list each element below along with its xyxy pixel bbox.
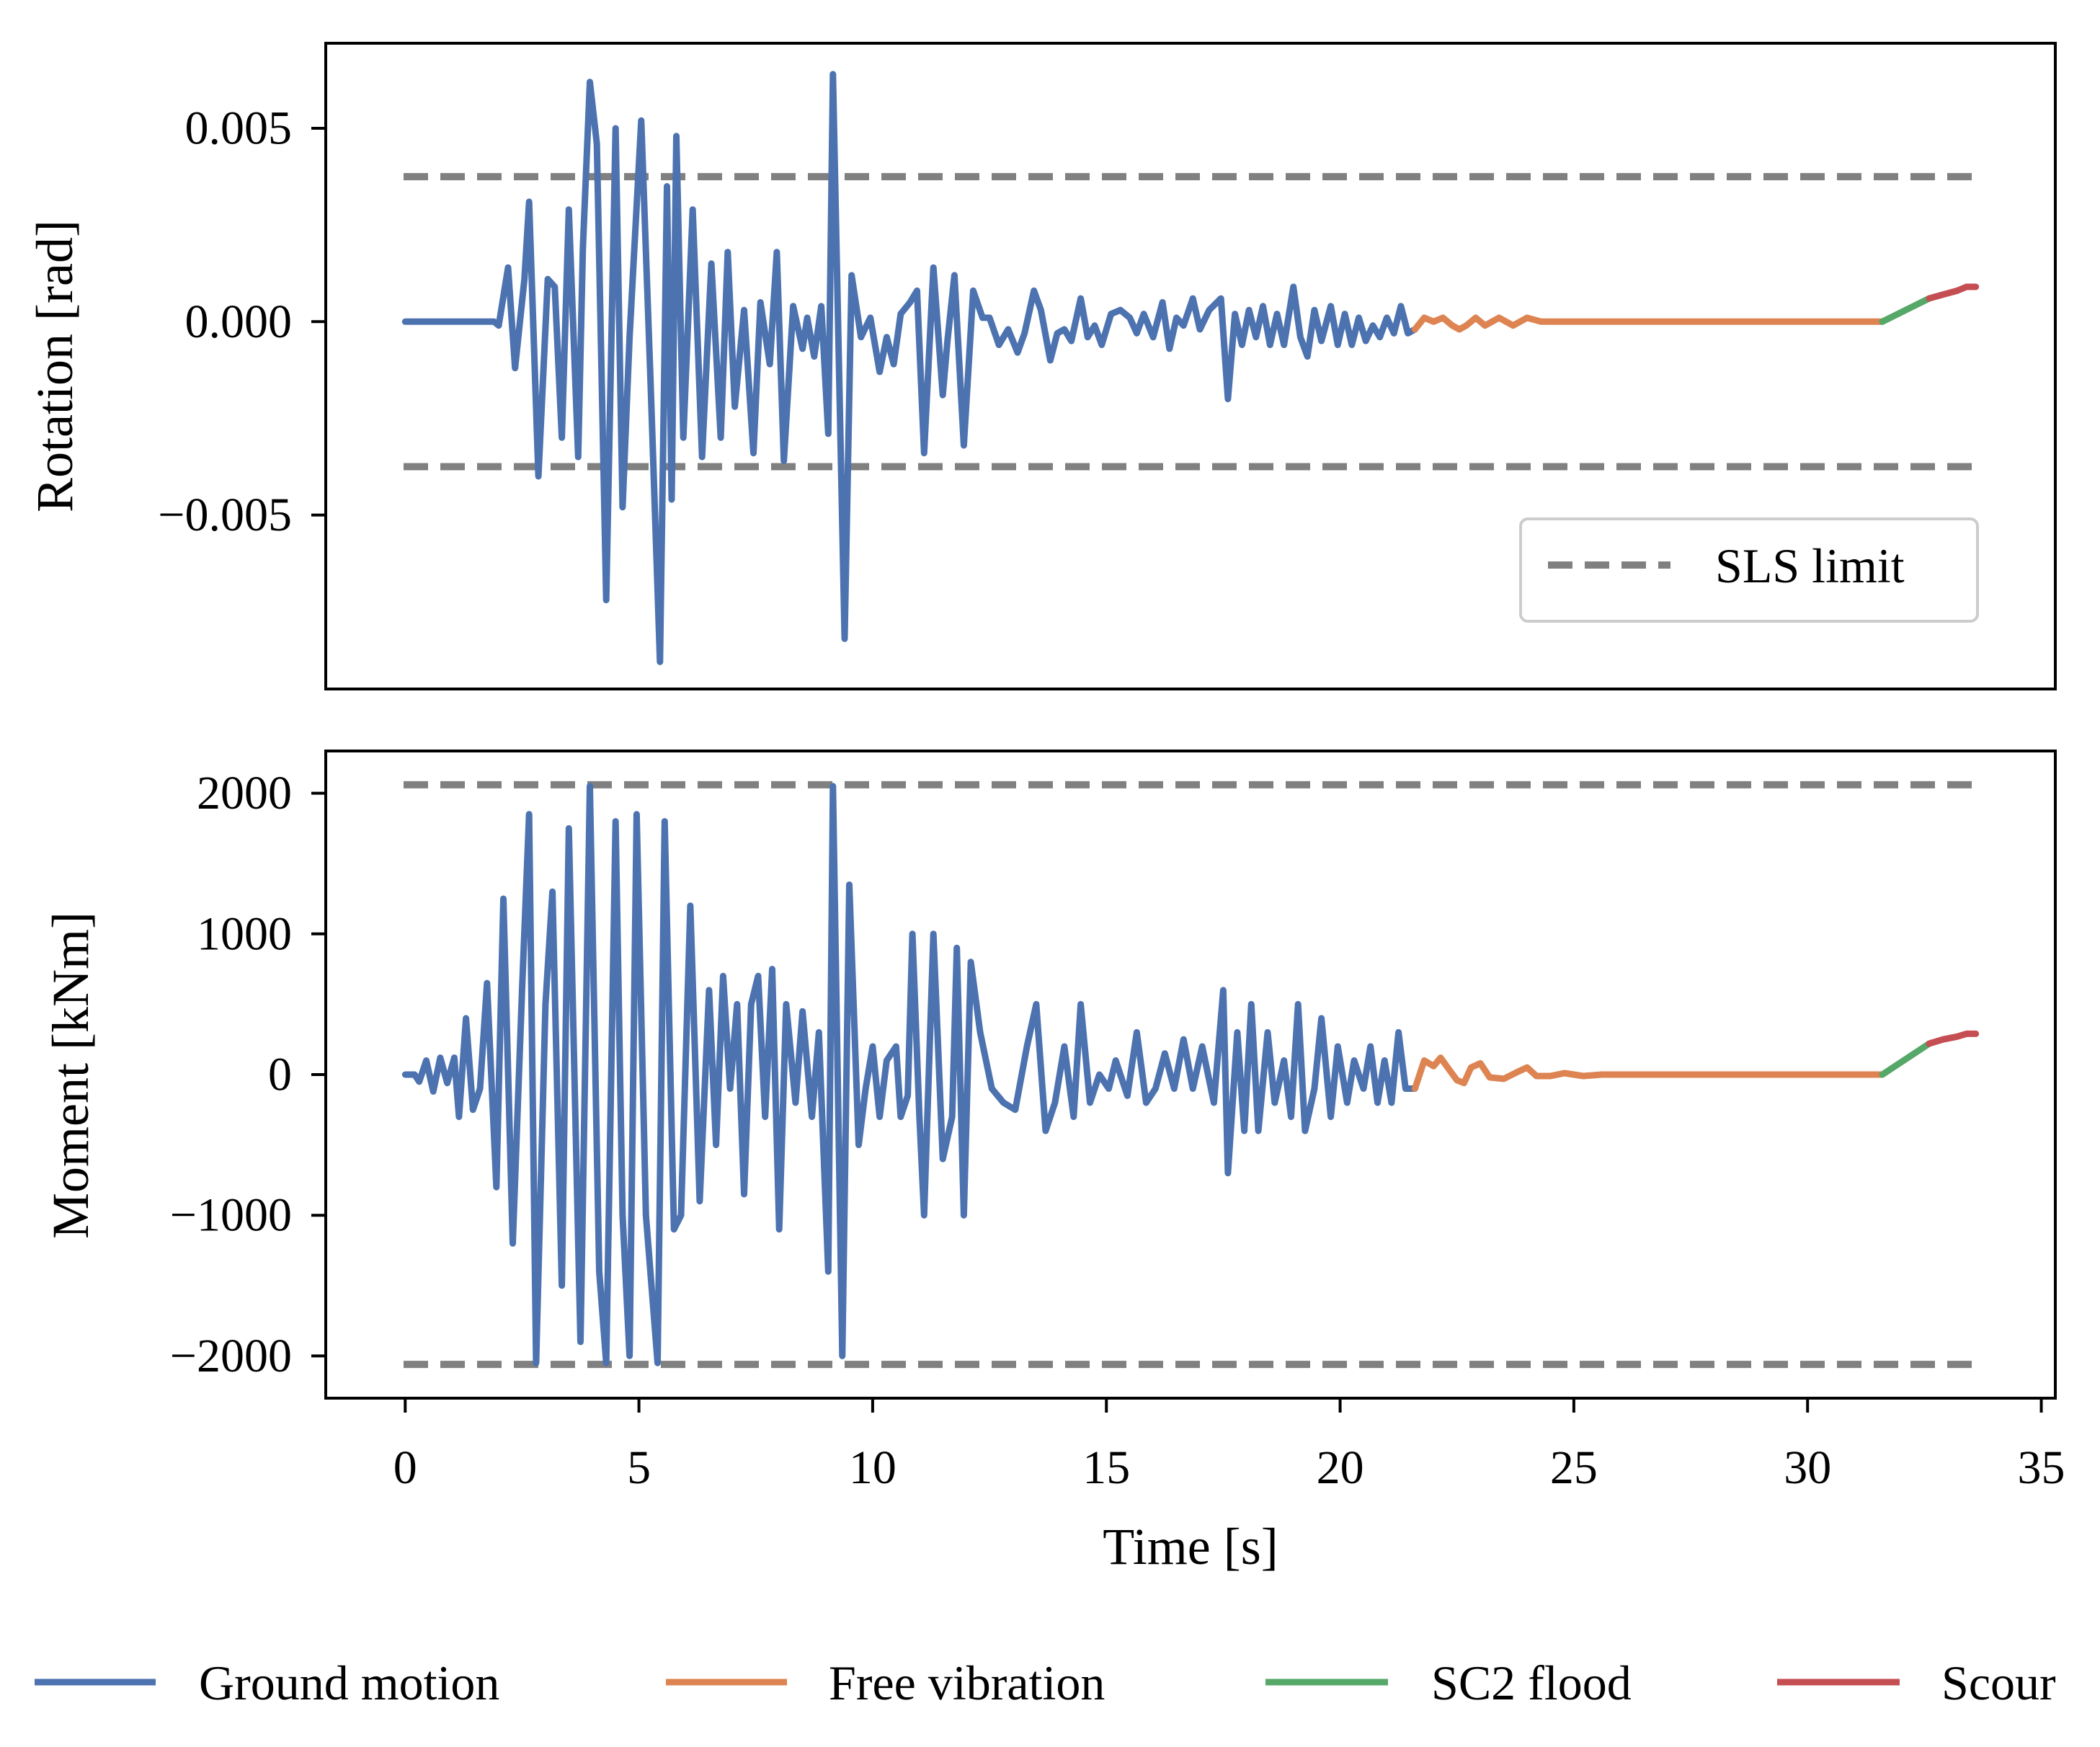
x-tick-label: 0	[393, 1441, 417, 1494]
moment-y-axis-label: Moment [kNm]	[42, 912, 99, 1239]
rotation-panel: 0.005 0.000 −0.005 Rotation [rad] SLS li…	[26, 42, 2057, 690]
rotation-legend-box	[1519, 517, 1979, 623]
x-tick-label: 15	[1082, 1441, 1130, 1494]
rotation-limit-lines	[404, 173, 1980, 471]
moment-y-tick-label: 1000	[197, 907, 292, 960]
moment-panel: 2000 1000 0 −1000 −2000 0 5 10 15 20 25 …	[42, 750, 2065, 1575]
rotation-y-tick-label: −0.005	[158, 489, 292, 541]
legend-label-free-vibration: Free vibration	[829, 1655, 1105, 1710]
moment-free-vibration-line	[1411, 1054, 1886, 1092]
x-tick-label: 25	[1550, 1441, 1598, 1494]
rotation-ground-motion-line	[401, 71, 1418, 665]
rotation-axes-frame	[324, 42, 2057, 690]
legend-entry-scour: Scour	[1777, 1655, 2056, 1710]
moment-series	[401, 783, 1980, 1366]
rotation-y-axis-label: Rotation [rad]	[26, 220, 84, 512]
legend-label-ground-motion: Ground motion	[199, 1655, 499, 1710]
rotation-series	[401, 71, 1980, 665]
series-legend: Ground motion Free vibration SC2 flood S…	[35, 1655, 2056, 1710]
moment-limit-lines	[404, 781, 1980, 1369]
legend-entry-ground-motion: Ground motion	[35, 1655, 499, 1710]
rotation-sc2-flood-line	[1879, 295, 1933, 325]
legend-entry-free-vibration: Free vibration	[666, 1655, 1105, 1710]
moment-y-tick-label: −2000	[170, 1330, 292, 1382]
rotation-legend-sls-label: SLS limit	[1715, 538, 1905, 593]
moment-scour-line	[1926, 1030, 1980, 1047]
rotation-free-vibration-line	[1411, 314, 1886, 333]
moment-plot-area	[401, 781, 1980, 1369]
moment-sc2-flood-line	[1879, 1040, 1933, 1078]
rotation-y-ticks: 0.005 0.000 −0.005	[158, 102, 326, 541]
rotation-y-tick-label: 0.005	[185, 102, 293, 155]
moment-y-tick-label: 2000	[197, 767, 292, 819]
x-tick-label: 10	[849, 1441, 896, 1494]
moment-y-ticks: 2000 1000 0 −1000 −2000	[170, 767, 326, 1382]
moment-y-tick-label: −1000	[170, 1189, 292, 1242]
legend-entry-sc2-flood: SC2 flood	[1265, 1655, 1632, 1710]
legend-label-scour: Scour	[1941, 1655, 2056, 1710]
rotation-legend: SLS limit	[1519, 517, 1979, 623]
moment-x-ticks: 0 5 10 15 20 25 30 35	[393, 1398, 2065, 1494]
legend-label-sc2-flood: SC2 flood	[1431, 1655, 1632, 1710]
moment-y-tick-label: 0	[268, 1049, 292, 1101]
rotation-scour-line	[1926, 283, 1980, 302]
x-tick-label: 5	[627, 1441, 651, 1494]
x-tick-label: 20	[1317, 1441, 1364, 1494]
x-tick-label: 30	[1784, 1441, 1831, 1494]
rotation-plot-area	[401, 71, 1980, 665]
x-tick-label: 35	[2018, 1441, 2065, 1494]
x-axis-label: Time [s]	[1103, 1518, 1278, 1575]
rotation-y-tick-label: 0.000	[185, 295, 293, 348]
moment-ground-motion-line	[401, 783, 1418, 1366]
